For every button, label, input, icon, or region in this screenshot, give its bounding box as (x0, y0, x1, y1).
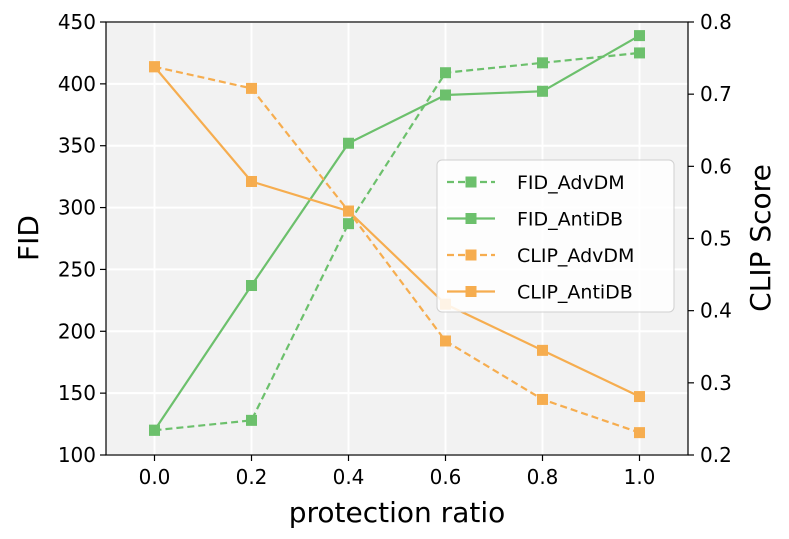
legend: FID_AdvDM FID_AntiDB CLIP_AdvDM CLIP_AntiDB (436, 159, 675, 313)
y-right-tick-label: 0.3 (700, 371, 732, 395)
y-axis-left-title: FID (12, 215, 45, 261)
data-point-clip-advdm (246, 82, 257, 94)
data-point-clip-antidb (634, 391, 645, 403)
data-point-fid-advdm (537, 57, 548, 69)
legend-marker-clip-advdm (465, 249, 477, 261)
y-left-tick-label: 100 (58, 443, 96, 467)
x-tick-label: 1.0 (624, 465, 656, 489)
legend-label-fid-antidb: FID_AntiDB (517, 209, 623, 231)
y-right-tick-label: 0.5 (700, 227, 732, 251)
x-tick-label: 0.0 (139, 465, 171, 489)
x-tick-label: 0.6 (430, 465, 462, 489)
y-left-tick-label: 150 (58, 381, 96, 405)
series-layer (149, 30, 645, 439)
series-line-clip-antidb (153, 66, 640, 398)
data-point-fid-antidb (440, 89, 451, 101)
data-point-clip-antidb (246, 175, 257, 187)
legend-marker-clip-antidb (465, 286, 477, 297)
legend-marker-fid-antidb (465, 213, 477, 224)
y-left-tick-label: 400 (58, 72, 96, 96)
data-point-fid-antidb (246, 280, 257, 292)
data-point-clip-antidb (343, 205, 354, 217)
data-point-fid-antidb (634, 30, 645, 42)
legend-label-fid-advdm: FID_AdvDM (517, 172, 625, 194)
data-point-fid-advdm (634, 47, 645, 59)
x-tick-label: 0.4 (333, 465, 365, 489)
data-point-fid-antidb (149, 424, 160, 436)
x-axis-title: protection ratio (289, 496, 506, 529)
y-right-tick-label: 0.8 (700, 10, 732, 34)
y-left-tick-label: 200 (58, 319, 96, 343)
y-right-tick-label: 0.6 (700, 154, 732, 178)
data-point-fid-advdm (440, 67, 451, 79)
data-point-fid-antidb (537, 85, 548, 97)
data-point-clip-advdm (634, 427, 645, 439)
legend-marker-fid-advdm (465, 176, 477, 188)
legend-label-clip-advdm: CLIP_AdvDM (517, 245, 634, 267)
x-tick-label: 0.2 (236, 465, 268, 489)
y-right-tick-label: 0.7 (700, 82, 732, 106)
data-point-clip-advdm (440, 335, 451, 347)
y-axis-right-title: CLIP Score (744, 164, 777, 312)
y-left-tick-label: 250 (58, 257, 96, 281)
data-point-fid-advdm (343, 218, 354, 230)
legend-label-clip-antidb: CLIP_AntiDB (517, 282, 633, 304)
data-point-fid-advdm (246, 414, 257, 426)
data-point-fid-antidb (343, 137, 354, 149)
data-point-clip-antidb (149, 61, 160, 73)
data-point-clip-antidb (537, 344, 548, 356)
y-right-tick-label: 0.4 (700, 299, 732, 323)
axes: 0.0 0.2 0.4 0.6 0.8 1.0 100 150 200 250 300 350 400 4… (58, 10, 732, 489)
x-tick-label: 0.8 (527, 465, 559, 489)
y-right-tick-label: 0.2 (700, 443, 732, 467)
y-left-tick-label: 300 (58, 196, 96, 220)
legend-box (436, 159, 675, 313)
series-line-fid-antidb (153, 34, 641, 431)
y-left-tick-label: 350 (58, 134, 96, 158)
series-line-fid-advdm (154, 51, 640, 432)
series-line-clip-advdm (154, 65, 640, 434)
data-point-clip-advdm (537, 393, 548, 405)
y-left-tick-label: 450 (58, 10, 96, 34)
